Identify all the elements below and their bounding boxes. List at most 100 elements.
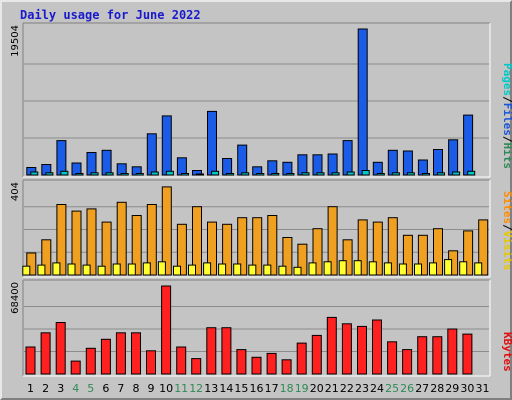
bar-visits-day-28: [433, 228, 443, 276]
x-tick-label: 10: [159, 382, 173, 395]
x-tick-label: 14: [219, 382, 233, 395]
bar-kbytes-day-1: [25, 346, 36, 375]
x-tick-label: 12: [189, 382, 203, 395]
bar-files-day-8: [135, 173, 144, 176]
bar-kbytes-day-15: [236, 349, 247, 375]
bar-visits-day-30: [463, 230, 474, 276]
bar-visits-day-5: [86, 208, 97, 276]
panel-middle: 404 Sites/Visits: [10, 179, 512, 278]
bar-files-day-17: [271, 173, 280, 176]
x-tick-label: 3: [57, 382, 64, 395]
bar-visits-day-31: [478, 219, 489, 276]
x-tick-label: 17: [265, 382, 279, 395]
x-tick-label: 4: [72, 382, 79, 395]
bar-files-day-2: [45, 172, 54, 176]
bar-sites-day-5: [82, 264, 91, 276]
bar-kbytes-day-7: [115, 332, 126, 375]
bar-files-day-26: [406, 172, 415, 176]
bar-sites-day-30: [459, 261, 468, 276]
bar-kbytes-day-29: [447, 328, 458, 375]
bar-files-day-1: [30, 171, 39, 176]
x-axis-labels: 1 2 3 4 5 6 7 8 9 10 11 12 13 14 15 16 17 18 19 20 21 22 23 24 2…: [27, 382, 490, 395]
bar-sites-day-26: [398, 263, 407, 276]
bar-sites-day-9: [142, 262, 151, 276]
chart-title: Daily usage for June 2022: [20, 8, 201, 22]
legend-entry: Pages: [501, 63, 512, 96]
x-tick-label: 1: [27, 382, 34, 395]
bar-kbytes-day-27: [417, 336, 428, 375]
x-tick-label: 5: [87, 382, 94, 395]
bar-kbytes-day-10: [161, 285, 172, 375]
bar-files-day-15: [241, 172, 250, 176]
bar-sites-day-11: [173, 265, 181, 276]
bar-visits-day-10: [161, 186, 172, 276]
bar-kbytes-day-23: [357, 325, 367, 375]
bar-files-day-23: [361, 170, 370, 176]
bar-hits-day-5: [86, 152, 97, 176]
bar-hits-day-19: [297, 154, 308, 176]
x-tick-label: 15: [234, 382, 248, 395]
bar-files-day-6: [105, 172, 114, 176]
bar-kbytes-day-13: [206, 327, 217, 375]
bar-visits-day-9: [146, 204, 157, 276]
bar-hits-day-30: [463, 114, 474, 176]
bar-visits-day-19: [297, 243, 308, 276]
bar-kbytes-day-20: [311, 334, 322, 375]
bar-kbytes-day-30: [462, 333, 473, 375]
bar-kbytes-day-18: [281, 359, 292, 375]
x-tick-label: 8: [133, 382, 140, 395]
bar-kbytes-day-3: [55, 322, 66, 375]
bar-visits-day-7: [116, 201, 127, 276]
bar-kbytes-day-25: [387, 341, 398, 375]
bar-visits-day-13: [207, 221, 217, 276]
bar-sites-day-3: [52, 262, 61, 276]
bar-kbytes-day-17: [266, 352, 277, 375]
bar-files-day-5: [90, 172, 99, 176]
bar-visits-day-27: [417, 234, 428, 276]
bar-visits-day-16: [252, 217, 263, 276]
legend-bottom: KBytes: [501, 332, 512, 372]
bar-files-day-22: [346, 171, 355, 176]
x-tick-label: 29: [445, 382, 459, 395]
bar-sites-day-1: [22, 265, 31, 276]
x-tick-label: 7: [117, 382, 124, 395]
series-hits: [26, 28, 474, 176]
bar-kbytes-day-14: [221, 327, 232, 375]
series-sites: [22, 259, 483, 276]
x-tick-label: 26: [400, 382, 414, 395]
bar-files-day-21: [331, 172, 340, 176]
series-files: [30, 170, 476, 176]
bar-hits-day-6: [101, 149, 112, 176]
bar-hits-day-25: [387, 149, 398, 176]
bar-hits-day-23: [357, 28, 368, 176]
bar-hits-day-21: [327, 153, 338, 176]
x-tick-label: 21: [325, 382, 339, 395]
bar-hits-day-27: [417, 159, 428, 176]
bar-sites-day-20: [308, 262, 317, 276]
bar-files-day-7: [120, 173, 129, 176]
bar-files-day-9: [150, 171, 159, 176]
bar-visits-day-8: [131, 215, 142, 276]
bar-visits-day-18: [282, 237, 293, 276]
bar-kbytes-day-2: [40, 332, 51, 375]
bar-sites-day-27: [414, 263, 422, 276]
x-tick-label: 31: [476, 382, 490, 395]
legend-entry: /: [501, 96, 512, 103]
bar-kbytes-day-12: [191, 358, 202, 375]
bar-kbytes-day-21: [326, 316, 337, 375]
y-max-label-middle: 404: [10, 182, 21, 201]
bar-sites-day-17: [263, 264, 272, 276]
y-max-label-top: 19504: [10, 25, 21, 57]
x-tick-label: 6: [102, 382, 109, 395]
bar-visits-day-15: [237, 217, 248, 276]
bar-hits-day-20: [312, 154, 323, 176]
bar-sites-day-10: [157, 261, 166, 276]
bar-sites-day-24: [368, 261, 377, 276]
bar-sites-day-13: [203, 262, 212, 276]
bar-visits-day-11: [176, 223, 187, 276]
bar-hits-day-9: [146, 133, 157, 176]
bar-files-day-4: [75, 173, 84, 176]
bar-kbytes-day-16: [251, 356, 262, 375]
legend-entry: Files: [501, 103, 512, 136]
bar-files-day-24: [376, 173, 385, 176]
